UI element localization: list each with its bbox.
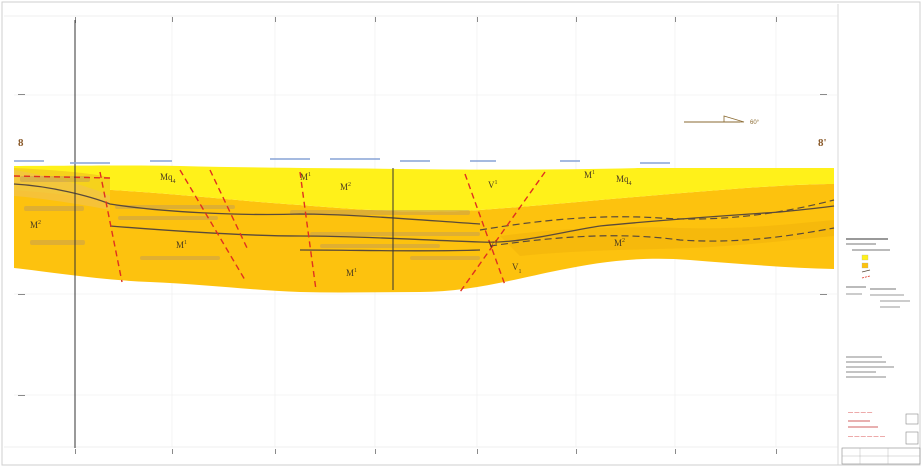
revision-line-2: — — — — — —	[848, 434, 885, 440]
sandy-texture-zones	[20, 176, 480, 260]
lower-unit-fill	[14, 184, 834, 293]
unit-label-m2-center: M2	[340, 182, 351, 192]
unit-label-v1-lower: V1	[512, 262, 522, 275]
legend-swatch-upper	[861, 254, 869, 261]
inferred-contact-lines	[479, 199, 835, 247]
title-notes	[846, 356, 894, 378]
unit-label-mq4-left: Mq4	[160, 172, 176, 185]
unit-label-m1-d: M1	[584, 170, 595, 180]
direction-arrow-label: 60°	[750, 120, 760, 126]
direction-arrow-icon	[684, 115, 745, 123]
unit-labels: Mq4 M2 M2 M1 M1 M1 M1 Mq4 M2 V1 V1 V1	[30, 170, 632, 278]
revision-line-1: — — — —	[848, 410, 872, 416]
surface-annotations	[14, 158, 670, 164]
unit-label-mq4-right: Mq4	[616, 174, 632, 187]
stamp-box-2	[905, 431, 919, 445]
fault-lines	[13, 169, 546, 293]
unit-label-m1-a: M1	[176, 240, 187, 250]
unit-label-v1-upper: V1	[488, 180, 498, 190]
grid-ticks	[18, 17, 827, 454]
unit-label-v1-mid: V1	[488, 240, 498, 250]
unit-label-m2-left: M2	[30, 220, 41, 230]
upper-unit-fill	[14, 165, 834, 212]
legend	[846, 238, 910, 308]
unit-label-m2-right: M2	[614, 238, 625, 248]
legend-swatch-lower	[861, 262, 869, 269]
unit-label-m1-b: M1	[346, 268, 357, 278]
section-start-label: 8	[18, 137, 24, 149]
unit-label-m1-c: M1	[300, 172, 311, 182]
contact-lines	[13, 183, 835, 252]
section-end-label: 8'	[818, 137, 827, 149]
coordinate-grid	[14, 16, 838, 447]
title-block: — — — — — — — — — —	[841, 238, 921, 465]
stamp-box	[905, 413, 919, 425]
